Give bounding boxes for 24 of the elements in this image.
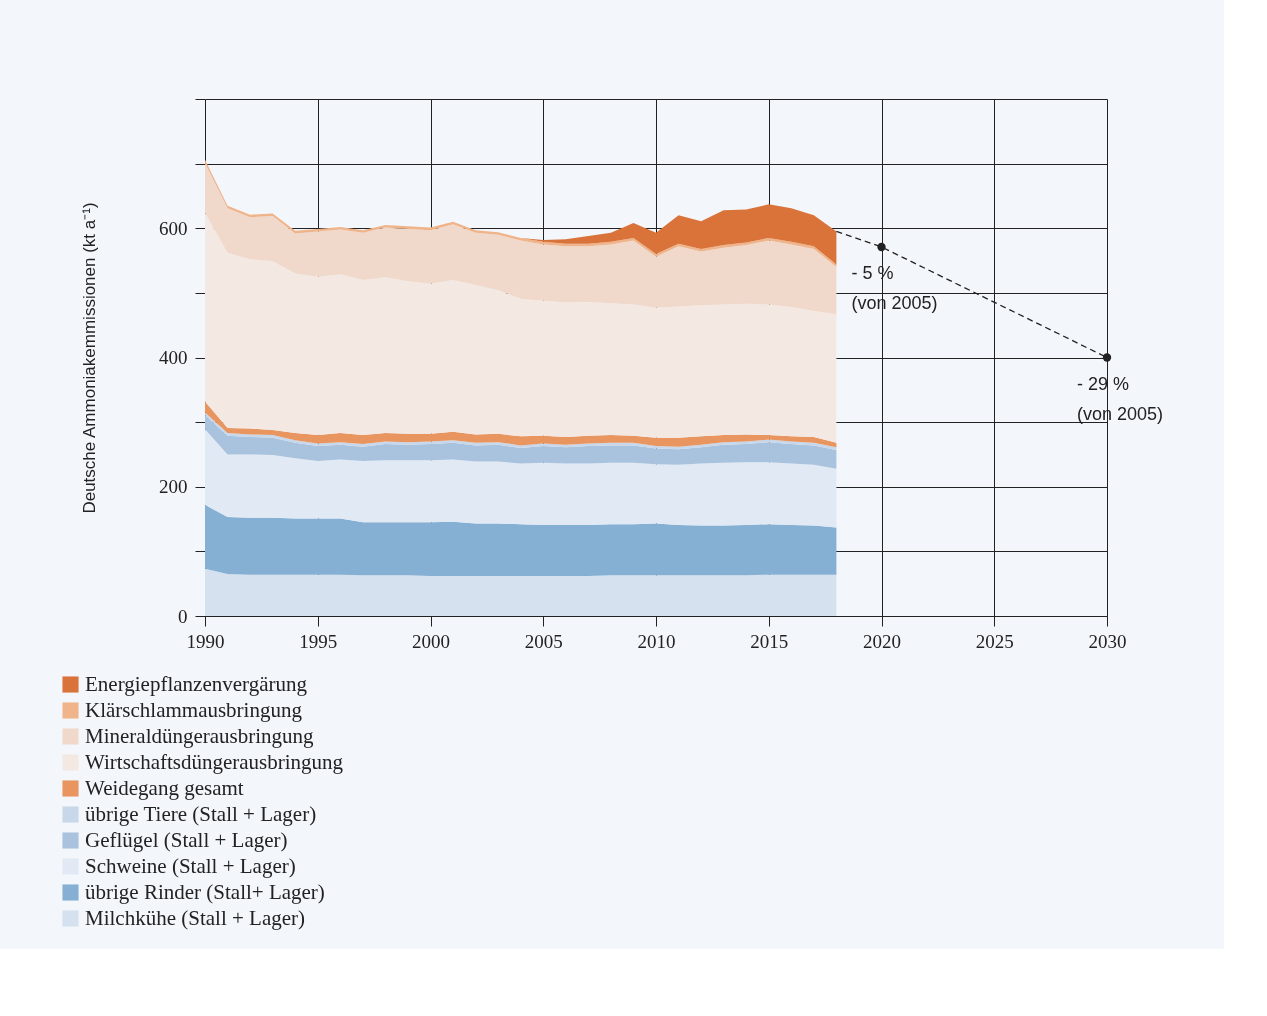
legend-label: Weidegang gesamt	[85, 775, 244, 800]
y-tick-label: 0	[178, 605, 188, 627]
x-tick-label: 2020	[863, 630, 901, 652]
x-tick-label: 1990	[186, 630, 225, 652]
legend-label: Geflügel (Stall + Lager)	[85, 827, 288, 852]
x-tick-label: 2030	[1088, 630, 1127, 652]
legend-label: Wirtschaftsdüngerausbringung	[85, 749, 344, 774]
legend-label: Energiepflanzenvergärung	[85, 671, 308, 696]
legend-label: Schweine (Stall + Lager)	[85, 853, 296, 878]
y-tick-label: 200	[159, 476, 188, 498]
legend-label: übrige Rinder (Stall+ Lager)	[85, 879, 325, 904]
y-axis-title: Deutsche Ammoniakemmissionen (kt a⁻¹)	[80, 202, 99, 514]
x-tick-label: 2015	[750, 630, 789, 652]
legend-label: Milchkühe (Stall + Lager)	[85, 905, 306, 930]
x-tick-label: 2005	[524, 630, 563, 652]
legend-label: übrige Tiere (Stall + Lager)	[85, 801, 317, 826]
x-tick-label: 2025	[975, 630, 1014, 652]
y-tick-label: 600	[159, 217, 188, 239]
y-tick-label: 400	[159, 347, 188, 368]
x-tick-label: 2010	[637, 630, 676, 652]
x-tick-label: 2000	[412, 630, 450, 652]
legend-label: Mineraldüngerausbringung	[85, 723, 315, 748]
x-tick-label: 1995	[299, 630, 338, 652]
legend-label: Klärschlammausbringung	[85, 697, 303, 722]
